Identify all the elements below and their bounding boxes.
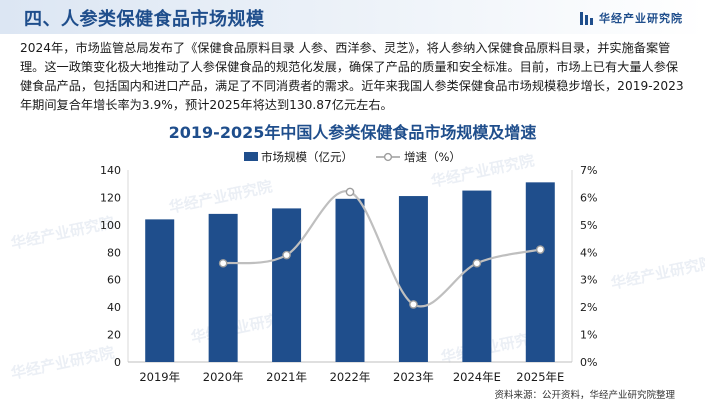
x-tick-label: 2021年 <box>266 370 307 384</box>
bar-2024年E <box>462 190 492 362</box>
x-tick-label: 2025年E <box>516 370 564 384</box>
growth-line <box>223 190 541 308</box>
legend-bar-label: 市场规模（亿元） <box>261 150 353 164</box>
y-right-tick-label: 5% <box>580 219 597 232</box>
y-right-tick-label: 4% <box>580 246 597 259</box>
y-left-tick-label: 20 <box>107 329 121 342</box>
y-right-tick-label: 6% <box>580 191 597 204</box>
y-left-tick-label: 40 <box>107 301 121 314</box>
brand-logo: 华经产业研究院 <box>580 10 683 26</box>
legend-line-label: 增速（%） <box>404 150 461 164</box>
legend-bar-swatch <box>244 152 258 161</box>
y-left-tick-label: 0 <box>114 356 121 369</box>
header-bar: 四、人参类保健食品市场规模 华经产业研究院 <box>0 0 705 34</box>
y-left-tick-label: 120 <box>100 191 121 204</box>
bar-2023年 <box>398 196 428 362</box>
brand-bars-icon <box>580 11 593 25</box>
x-tick-label: 2024年E <box>453 370 501 384</box>
page-title: 四、人参类保健食品市场规模 <box>24 9 265 30</box>
growth-point <box>472 258 482 268</box>
chart-title: 2019-2025年中国人参类保健食品市场规模及增速 <box>168 123 537 142</box>
x-tick-label: 2022年 <box>330 370 371 384</box>
bar-2020年 <box>208 213 238 362</box>
x-tick-label: 2019年 <box>139 370 180 384</box>
legend-line-marker <box>383 152 393 162</box>
y-left-tick-label: 80 <box>107 246 121 259</box>
growth-point <box>345 187 355 197</box>
y-right-tick-label: 0% <box>580 356 597 369</box>
y-right-tick-label: 1% <box>580 329 597 342</box>
y-right-tick-label: 3% <box>580 274 597 287</box>
growth-point <box>535 245 545 254</box>
intro-paragraph: 2024年，市场监管总局发布了《保健食品原料目录 人参、西洋参、灵芝》，将人参纳… <box>20 41 684 112</box>
y-left-tick-label: 100 <box>100 219 121 232</box>
x-tick-label: 2023年 <box>393 370 434 384</box>
y-left-tick-label: 140 <box>100 164 121 177</box>
bar-2021年 <box>272 208 302 362</box>
bar-2022年 <box>335 198 365 362</box>
growth-point <box>218 258 228 268</box>
brand-name: 华经产业研究院 <box>599 12 683 25</box>
y-left-tick-label: 60 <box>107 274 121 287</box>
bar-2019年 <box>145 219 175 362</box>
bar-2025年E <box>525 182 555 362</box>
growth-point <box>409 300 418 309</box>
source-note: 资料来源：公开资料，华经产业研究院整理 <box>494 390 675 401</box>
y-right-tick-label: 2% <box>580 301 597 314</box>
growth-point <box>282 250 291 260</box>
x-tick-label: 2020年 <box>203 370 244 384</box>
y-right-tick-label: 7% <box>580 164 597 177</box>
